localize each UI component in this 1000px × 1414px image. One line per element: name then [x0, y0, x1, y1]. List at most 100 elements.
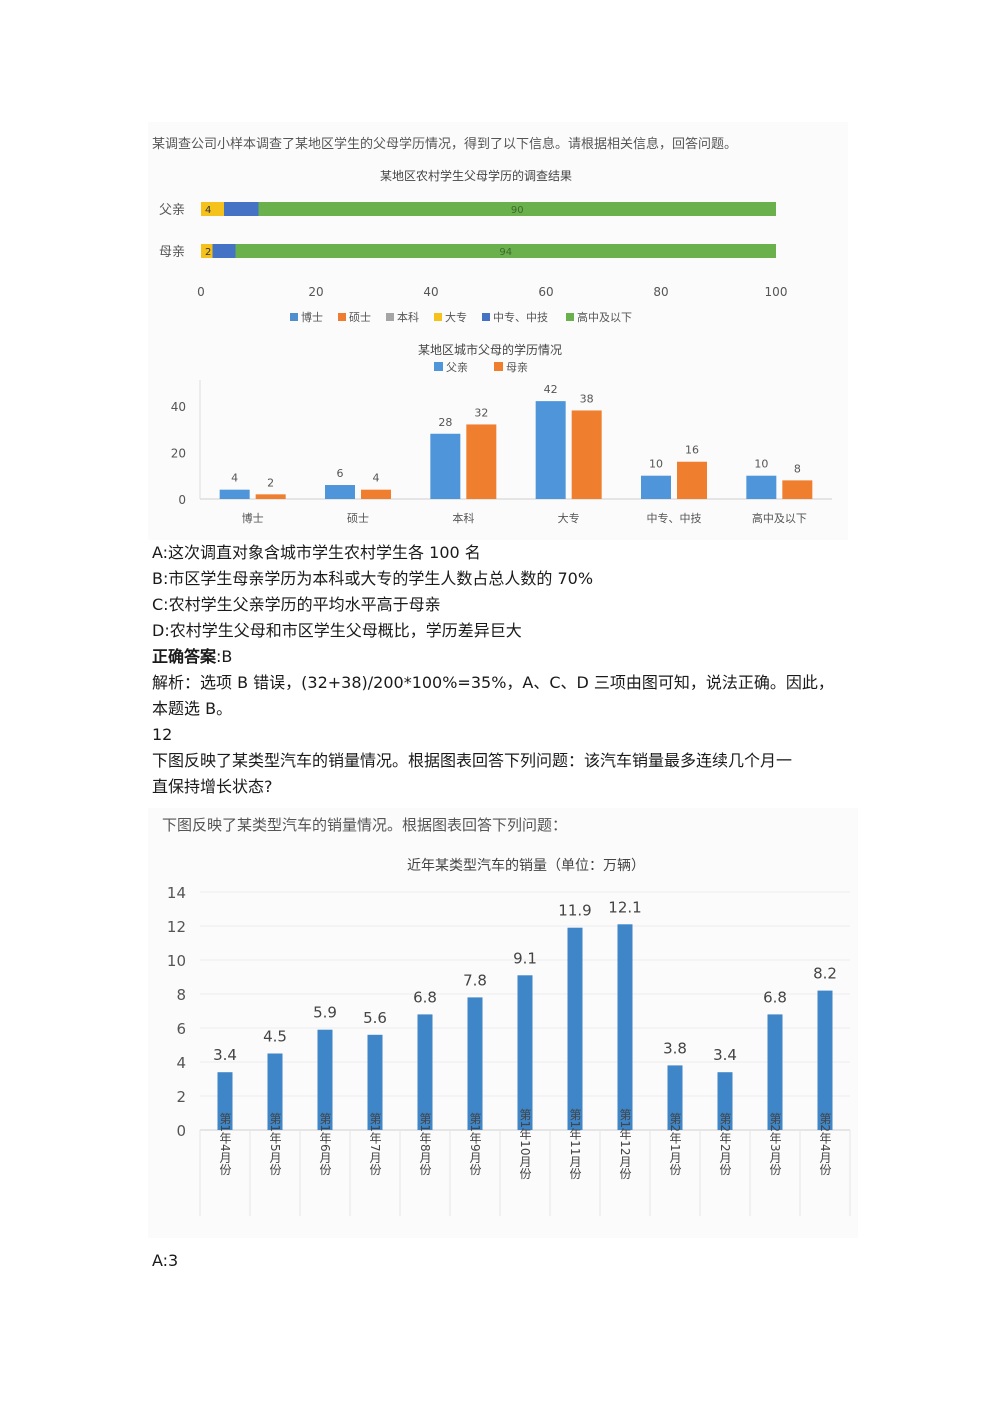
category-label: 父亲 — [159, 203, 185, 218]
data-label: 94 — [499, 247, 512, 258]
y-tick-label: 0 — [176, 1122, 186, 1140]
x-tick-label: 0 — [197, 285, 205, 299]
figure-car-sales: 下图反映了某类型汽车的销量情况。根据图表回答下列问题： 近年某类型汽车的销量（单位… — [148, 808, 858, 1238]
y-tick-label: 14 — [167, 884, 186, 902]
option-d: D:农村学生父母和市区学生父母概比，学历差异巨大 — [152, 621, 522, 640]
category-label: 第1年12月份 — [618, 1108, 632, 1179]
bar — [417, 1014, 433, 1130]
data-label: 3.8 — [663, 1039, 687, 1057]
data-label: 4.5 — [263, 1028, 287, 1046]
bar — [219, 489, 250, 499]
category-label: 第2年1月份 — [668, 1112, 682, 1176]
legend-label: 中专、中技 — [493, 310, 548, 324]
bar — [782, 480, 813, 499]
bar — [641, 475, 671, 499]
category-label: 第2年2月份 — [718, 1112, 732, 1176]
analysis-line-2: 本题选 B。 — [152, 699, 233, 718]
category-label: 第2年3月份 — [768, 1112, 782, 1176]
bar — [767, 1014, 783, 1130]
category-label: 第1年5月份 — [268, 1112, 282, 1176]
education-charts: 某调查公司小样本调查了某地区学生的父母学历情况，得到了以下信息。请根据相关信息，… — [152, 136, 832, 525]
data-label: 3.4 — [713, 1046, 737, 1064]
question-text-1: 下图反映了某类型汽车的销量情况。根据图表回答下列问题：该汽车销量最多连续几个月一 — [152, 751, 793, 770]
bar — [746, 475, 777, 499]
bar — [667, 1065, 683, 1130]
legend-swatch — [434, 362, 443, 371]
y-tick-label: 2 — [176, 1088, 186, 1106]
bar — [535, 401, 566, 499]
answer-line: 正确答案:B — [152, 644, 232, 670]
data-label: 6.8 — [763, 988, 787, 1006]
data-label: 6 — [337, 467, 344, 480]
data-label: 2 — [267, 476, 274, 489]
data-label: 32 — [474, 406, 488, 419]
data-label: 7.8 — [463, 971, 487, 989]
y-tick-label: 10 — [167, 952, 186, 970]
y-tick-label: 0 — [178, 493, 186, 507]
data-label: 28 — [438, 416, 452, 429]
data-label: 12.1 — [608, 898, 641, 916]
category-label: 第1年7月份 — [368, 1112, 382, 1176]
bar — [466, 424, 497, 499]
legend-label: 博士 — [301, 311, 323, 324]
question-text-2: 直保持增长状态? — [152, 777, 273, 796]
category-label: 第1年11月份 — [568, 1108, 582, 1179]
data-label: 10 — [754, 458, 768, 471]
x-tick-label: 80 — [653, 285, 668, 299]
data-label: 4 — [231, 472, 238, 485]
legend-swatch — [338, 313, 346, 321]
legend-label: 大专 — [445, 310, 467, 324]
data-label: 5.9 — [313, 1004, 337, 1022]
bar — [255, 494, 286, 499]
data-label: 4 — [373, 472, 380, 485]
chart-title: 近年某类型汽车的销量（单位：万辆） — [407, 857, 645, 874]
stacked-segment — [201, 244, 213, 258]
bar — [517, 975, 533, 1130]
stacked-segment — [235, 244, 776, 258]
y-tick-label: 4 — [176, 1054, 186, 1072]
option-b: B:市区学生母亲学历为本科或大专的学生人数占总人数的 70% — [152, 569, 594, 588]
data-label: 8.2 — [813, 965, 837, 983]
category-label: 第1年8月份 — [418, 1112, 432, 1176]
data-label: 38 — [580, 392, 594, 405]
option-c: C:农村学生父亲学历的平均水平高于母亲 — [152, 595, 441, 614]
bar — [817, 990, 833, 1130]
bar — [717, 1072, 733, 1130]
legend-label: 本科 — [397, 310, 419, 324]
legend-label: 硕士 — [349, 311, 371, 324]
category-label: 大专 — [558, 511, 580, 525]
bar — [467, 997, 483, 1130]
data-label: 90 — [511, 205, 524, 216]
figure-education-survey: 某调查公司小样本调查了某地区学生的父母学历情况，得到了以下信息。请根据相关信息，… — [148, 122, 848, 540]
option-a: A:这次调直对象含城市学生农村学生各 100 名 — [152, 543, 481, 562]
x-tick-label: 100 — [765, 285, 788, 299]
y-tick-label: 12 — [167, 918, 186, 936]
answer-label: 正确答案 — [152, 647, 217, 666]
legend-label: 高中及以下 — [577, 310, 632, 324]
bar — [367, 1034, 383, 1130]
category-label: 母亲 — [159, 245, 185, 260]
answer-value: :B — [216, 647, 233, 666]
bar — [430, 433, 461, 499]
figure-intro: 下图反映了某类型汽车的销量情况。根据图表回答下列问题： — [162, 816, 567, 834]
category-label: 博士 — [242, 512, 264, 525]
x-tick-label: 20 — [308, 285, 323, 299]
legend-swatch — [290, 313, 298, 321]
data-label: 2 — [205, 247, 211, 258]
category-label: 第1年10月份 — [518, 1108, 532, 1179]
legend-label: 父亲 — [446, 360, 468, 374]
bar — [325, 485, 355, 499]
data-label: 10 — [649, 458, 663, 471]
legend-swatch — [566, 313, 574, 321]
category-label: 第2年4月份 — [818, 1112, 832, 1176]
data-label: 9.1 — [513, 949, 537, 967]
category-label: 中专、中技 — [647, 511, 702, 525]
figure-intro: 某调查公司小样本调查了某地区学生的父母学历情况，得到了以下信息。请根据相关信息，… — [152, 136, 737, 152]
data-label: 3.4 — [213, 1046, 237, 1064]
legend-label: 母亲 — [506, 360, 528, 374]
legend-swatch — [434, 313, 442, 321]
data-label: 16 — [685, 444, 699, 457]
data-label: 5.6 — [363, 1009, 387, 1027]
data-label: 4 — [205, 205, 211, 216]
analysis-line-1: 解析：选项 B 错误，(32+38)/200*100%=35%，A、C、D 三项… — [152, 673, 834, 692]
